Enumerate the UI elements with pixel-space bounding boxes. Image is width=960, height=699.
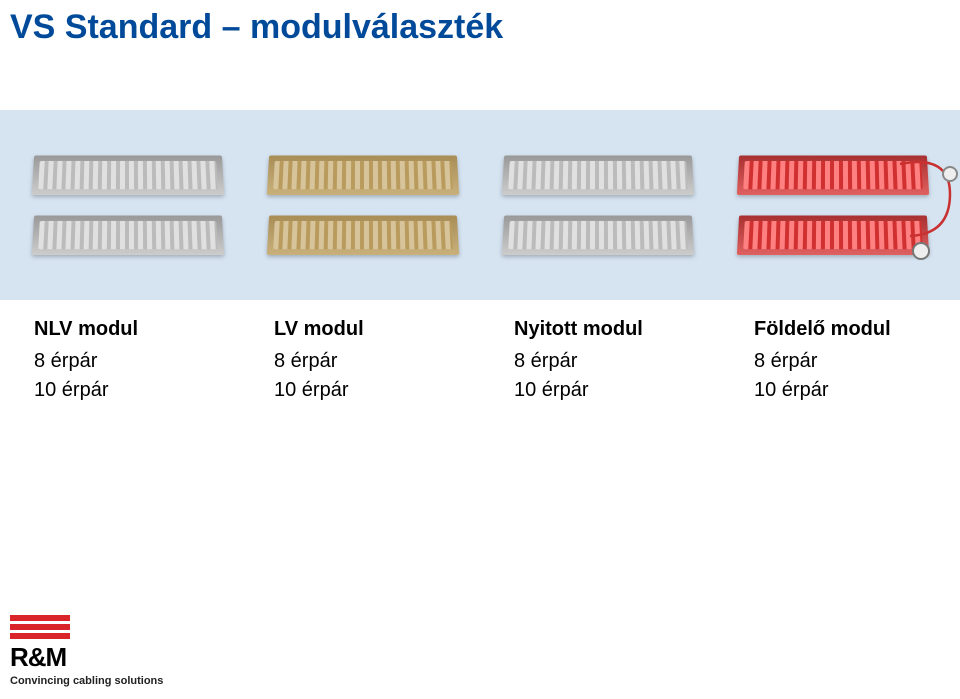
ground-ring-icon [912, 242, 930, 260]
spec-row: 8 érpár [34, 347, 240, 376]
module-block-icon [736, 155, 928, 194]
brand-name: R&M [10, 642, 163, 673]
brand-bars-icon [10, 615, 163, 639]
spec-row: 10 érpár [754, 376, 960, 405]
module-spec-columns: NLV modul 8 érpár 10 érpár LV modul 8 ér… [0, 318, 960, 405]
title-part-2: modulválaszték [250, 8, 503, 46]
module-block-icon [266, 215, 458, 254]
spec-col-nlv: NLV modul 8 érpár 10 érpár [0, 318, 240, 405]
module-block-icon [736, 215, 928, 254]
spec-col-title: LV modul [274, 318, 480, 341]
spec-row: 10 érpár [274, 376, 480, 405]
module-block-icon [266, 155, 458, 194]
module-block-icon [501, 215, 693, 254]
spec-col-ground: Földelő modul 8 érpár 10 érpár [720, 318, 960, 405]
spec-col-title: NLV modul [34, 318, 240, 341]
module-block-icon [31, 155, 223, 194]
spec-row: 8 érpár [274, 347, 480, 376]
spec-row: 8 érpár [754, 347, 960, 376]
module-block-icon [501, 155, 693, 194]
spec-row: 8 érpár [514, 347, 720, 376]
page-title: VS Standard – modulválaszték [10, 8, 503, 47]
module-illustrations-row [0, 110, 960, 300]
spec-row: 10 érpár [34, 376, 240, 405]
spec-col-open: Nyitott modul 8 érpár 10 érpár [480, 318, 720, 405]
spec-col-title: Földelő modul [754, 318, 960, 341]
module-group-lv [268, 154, 458, 256]
module-group-ground [738, 154, 928, 256]
product-image-band [0, 110, 960, 300]
module-group-nlv [33, 154, 223, 256]
brand-tagline: Convincing cabling solutions [10, 675, 163, 687]
brand-footer: R&M Convincing cabling solutions [10, 615, 163, 687]
spec-col-lv: LV modul 8 érpár 10 érpár [240, 318, 480, 405]
title-part-1: VS Standard – [10, 8, 250, 46]
module-group-open [503, 154, 693, 256]
module-block-icon [31, 215, 223, 254]
spec-col-title: Nyitott modul [514, 318, 720, 341]
slide-page: VS Standard – modulválaszték [0, 0, 960, 699]
spec-row: 10 érpár [514, 376, 720, 405]
